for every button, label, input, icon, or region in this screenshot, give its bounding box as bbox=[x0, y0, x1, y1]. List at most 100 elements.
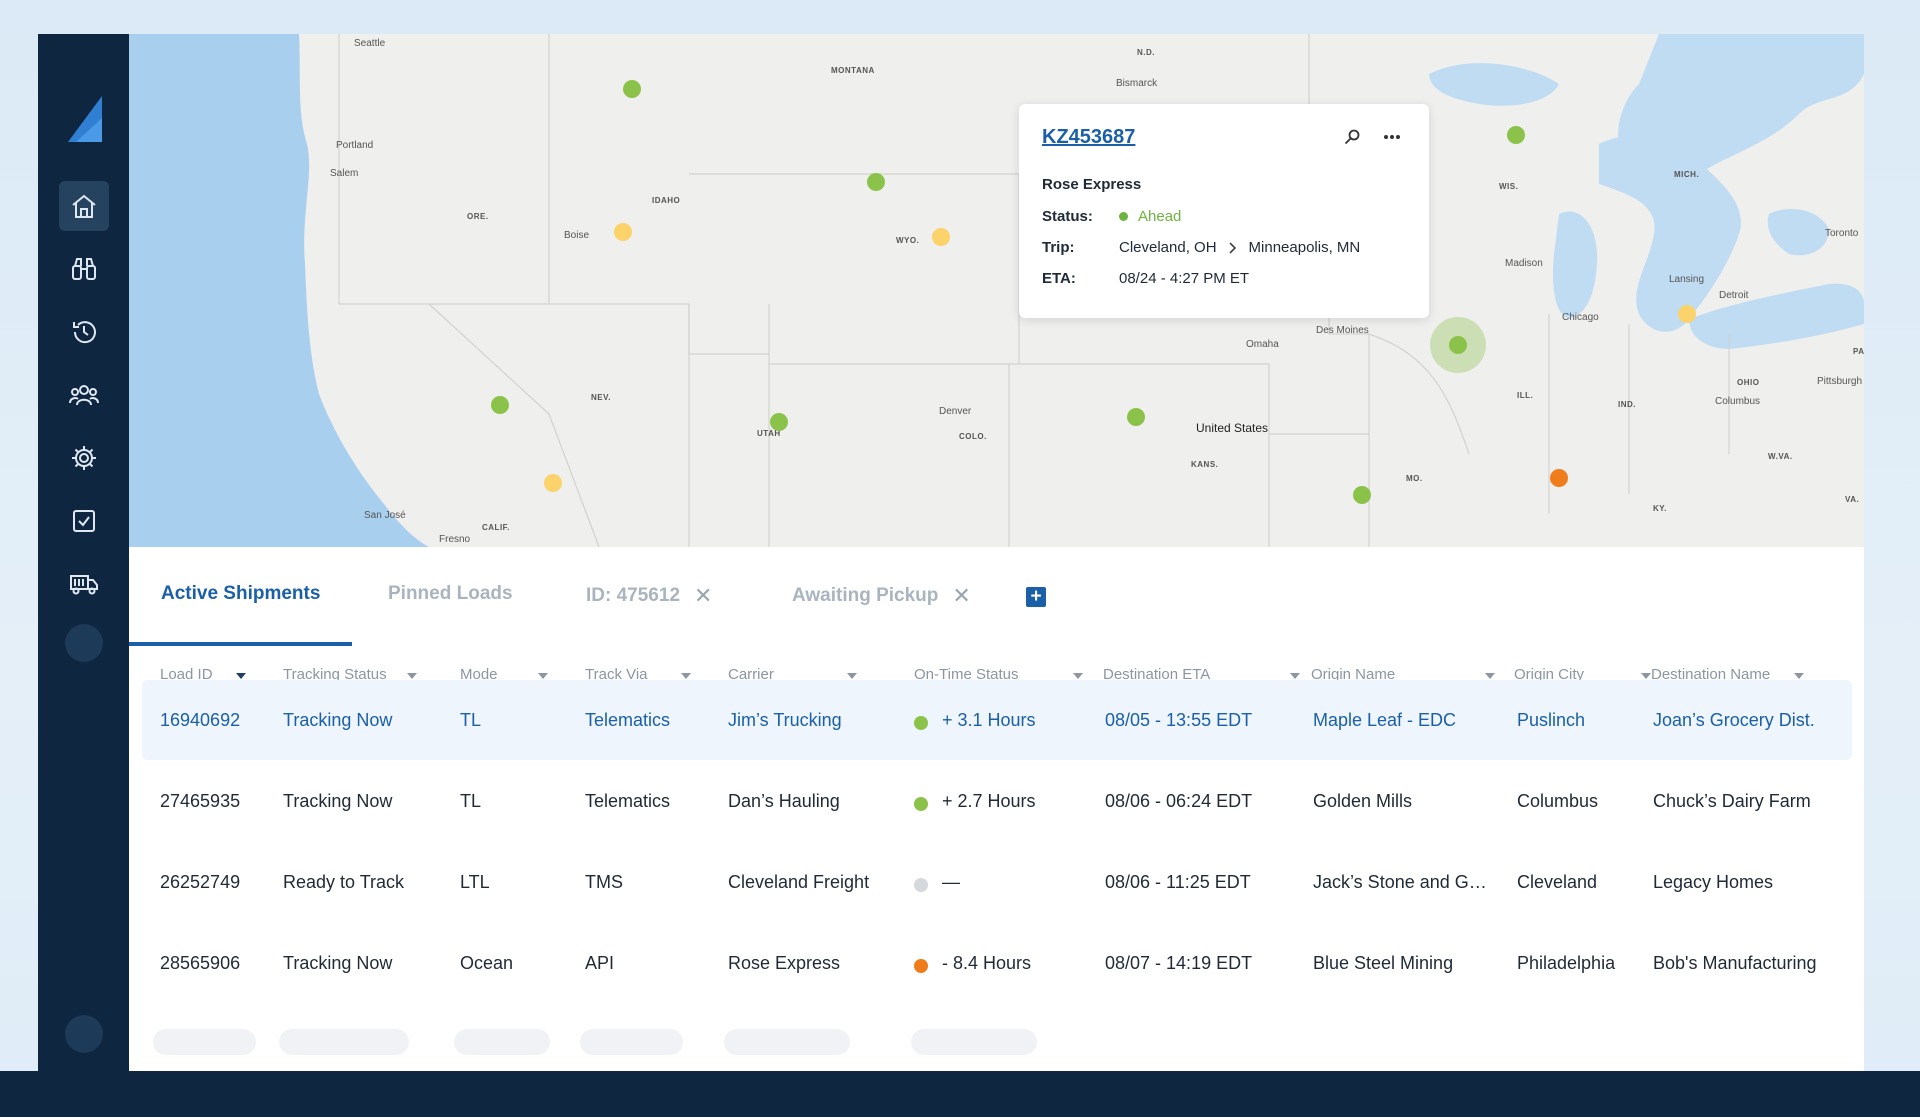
magnify-icon[interactable] bbox=[1343, 128, 1361, 146]
sort-caret-icon[interactable] bbox=[1073, 673, 1083, 679]
map-state-label: ILL. bbox=[1517, 391, 1534, 400]
column-header-tracking-status[interactable]: Tracking Status bbox=[283, 666, 387, 683]
column-header-mode[interactable]: Mode bbox=[460, 666, 498, 683]
add-tab-button[interactable]: + bbox=[1026, 587, 1046, 607]
on-time-status-dot bbox=[914, 878, 928, 892]
tab-pinned-loads[interactable]: Pinned Loads bbox=[388, 583, 513, 605]
popup-trip-label: Trip: bbox=[1042, 239, 1075, 256]
loading-placeholder bbox=[454, 1029, 550, 1055]
on-time-status-dot bbox=[914, 716, 928, 730]
map-pin[interactable] bbox=[491, 396, 509, 414]
cell-mode: TL bbox=[460, 791, 482, 811]
sort-caret-icon[interactable] bbox=[1641, 673, 1651, 679]
sort-caret-icon[interactable] bbox=[236, 673, 246, 679]
on-time-status-dot bbox=[914, 797, 928, 811]
sort-caret-icon[interactable] bbox=[1485, 673, 1495, 679]
map-pin[interactable] bbox=[614, 223, 632, 241]
chevron-right-icon bbox=[1228, 241, 1236, 254]
map-pin[interactable] bbox=[1678, 305, 1696, 323]
sidebar-item-history[interactable] bbox=[59, 307, 109, 357]
table-row[interactable]: 28565906 Tracking Now Ocean API Rose Exp… bbox=[142, 923, 1852, 1003]
cell-mode: LTL bbox=[460, 872, 490, 892]
map-pin[interactable] bbox=[1353, 486, 1371, 504]
map-city-label: Toronto bbox=[1825, 228, 1859, 239]
map-city-label: Bismarck bbox=[1116, 78, 1158, 89]
sidebar-item-fleet[interactable] bbox=[59, 559, 109, 609]
cell-load-id[interactable]: 28565906 bbox=[160, 953, 241, 973]
column-header-destination-name[interactable]: Destination Name bbox=[1651, 666, 1771, 683]
map-city-label: Lansing bbox=[1669, 274, 1705, 285]
sidebar-item-people[interactable] bbox=[59, 370, 109, 420]
cell-track-via: Telematics bbox=[585, 791, 671, 811]
column-header-origin-city[interactable]: Origin City bbox=[1514, 666, 1585, 683]
map-pin[interactable] bbox=[932, 228, 950, 246]
cell-carrier: Rose Express bbox=[728, 953, 841, 973]
map-state-label: CALIF. bbox=[482, 523, 510, 532]
sidebar-item-settings[interactable] bbox=[59, 433, 109, 483]
column-header-carrier[interactable]: Carrier bbox=[728, 666, 774, 683]
sort-caret-icon[interactable] bbox=[681, 673, 691, 679]
active-tab-indicator bbox=[129, 642, 352, 646]
sidebar-item-tasks[interactable] bbox=[59, 496, 109, 546]
map-pin[interactable] bbox=[1127, 408, 1145, 426]
table-row[interactable]: 27465935 Tracking Now TL Telematics Dan’… bbox=[142, 761, 1852, 841]
column-header-load-id[interactable]: Load ID bbox=[160, 666, 213, 683]
cell-tracking-status: Tracking Now bbox=[283, 791, 393, 811]
popup-carrier: Rose Express bbox=[1042, 176, 1142, 193]
sort-caret-icon[interactable] bbox=[538, 673, 548, 679]
map-state-label: KANS. bbox=[1191, 460, 1219, 469]
map-city-label: San José bbox=[364, 510, 406, 521]
close-icon[interactable]: ✕ bbox=[952, 583, 971, 608]
map-state-label: MONTANA bbox=[831, 66, 875, 75]
column-header-origin-name[interactable]: Origin Name bbox=[1311, 666, 1396, 683]
shipment-map[interactable]: Seattle Portland Salem Boise San José Fr… bbox=[129, 34, 1864, 547]
popup-load-id-link[interactable]: KZ453687 bbox=[1042, 126, 1136, 148]
cell-track-via: TMS bbox=[585, 872, 623, 892]
user-avatar[interactable] bbox=[65, 1015, 103, 1053]
sort-caret-icon[interactable] bbox=[407, 673, 417, 679]
sort-caret-icon[interactable] bbox=[847, 673, 857, 679]
cell-load-id[interactable]: 16940692 bbox=[160, 710, 241, 730]
sort-caret-icon[interactable] bbox=[1794, 673, 1804, 679]
column-header-destination-eta[interactable]: Destination ETA bbox=[1103, 666, 1211, 683]
more-options-icon[interactable] bbox=[1383, 134, 1401, 140]
cell-origin-city: Puslinch bbox=[1517, 710, 1586, 730]
tab-active-shipments[interactable]: Active Shipments bbox=[161, 583, 320, 605]
tab-id-filter[interactable]: ID: 475612 ✕ bbox=[586, 583, 712, 609]
app-window: Seattle Portland Salem Boise San José Fr… bbox=[38, 34, 1864, 1071]
cell-load-id[interactable]: 26252749 bbox=[160, 872, 241, 892]
map-state-label: UTAH bbox=[757, 429, 781, 438]
map-pin[interactable] bbox=[1507, 126, 1525, 144]
sidebar-item-home[interactable] bbox=[59, 181, 109, 231]
map-state-label: NEV. bbox=[591, 393, 611, 402]
popup-actions bbox=[1343, 128, 1401, 146]
map-state-label: ORE. bbox=[467, 212, 489, 221]
checkbox-icon bbox=[73, 510, 95, 532]
map-state-label: W.VA. bbox=[1768, 452, 1793, 461]
column-header-track-via[interactable]: Track Via bbox=[585, 666, 648, 683]
map-pin[interactable] bbox=[623, 80, 641, 98]
map-pin[interactable] bbox=[1550, 469, 1568, 487]
table-row[interactable]: 26252749 Ready to Track LTL TMS Clevelan… bbox=[142, 842, 1852, 922]
map-pin[interactable] bbox=[770, 413, 788, 431]
column-header-on-time-status[interactable]: On-Time Status bbox=[914, 666, 1019, 683]
cell-on-time-status: - 8.4 Hours bbox=[942, 953, 1032, 973]
popup-status-row: Status: Ahead bbox=[1042, 208, 1181, 225]
map-pin[interactable] bbox=[544, 474, 562, 492]
home-icon bbox=[72, 194, 96, 218]
map-pin[interactable] bbox=[867, 173, 885, 191]
cell-load-id[interactable]: 27465935 bbox=[160, 791, 241, 811]
sidebar-item-track[interactable] bbox=[59, 244, 109, 294]
map-pin-selected[interactable] bbox=[1449, 336, 1467, 354]
table-row[interactable]: 16940692 Tracking Now TL Telematics Jim’… bbox=[142, 680, 1852, 760]
map-state-label: MO. bbox=[1406, 474, 1423, 483]
people-icon bbox=[69, 385, 99, 406]
cell-carrier: Cleveland Freight bbox=[728, 872, 870, 892]
close-icon[interactable]: ✕ bbox=[694, 583, 713, 608]
cell-destination-name: Joan’s Grocery Dist. bbox=[1653, 710, 1815, 730]
sort-caret-icon[interactable] bbox=[1290, 673, 1300, 679]
tab-awaiting-pickup[interactable]: Awaiting Pickup ✕ bbox=[792, 583, 971, 609]
cell-origin-city: Philadelphia bbox=[1517, 953, 1616, 973]
sidebar-placeholder-button[interactable] bbox=[65, 624, 103, 662]
cell-destination-eta: 08/07 - 14:19 EDT bbox=[1105, 953, 1253, 973]
